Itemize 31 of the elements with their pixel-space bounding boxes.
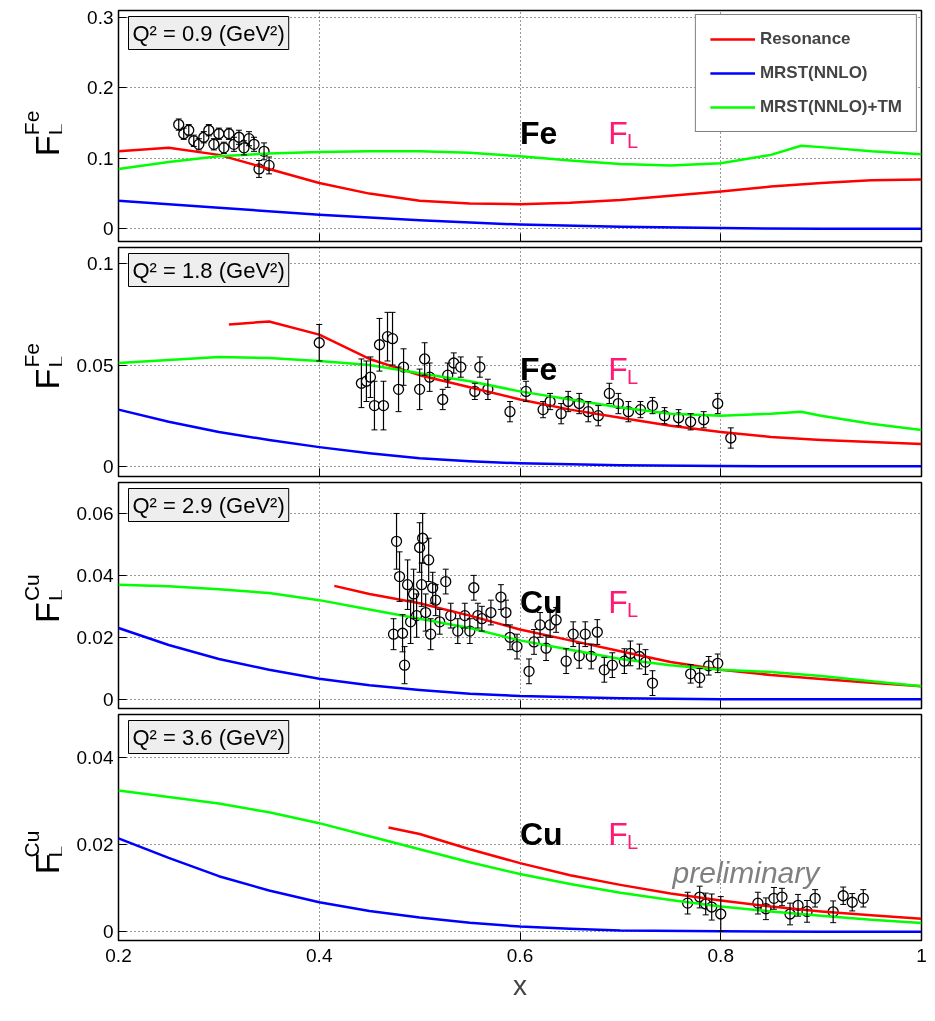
y-tick-label: 0.1	[87, 253, 114, 275]
annotation: Fe	[520, 350, 558, 387]
y-tick-label: 0.2	[87, 77, 114, 99]
y-tick-label: 0	[102, 921, 114, 943]
x-axis-title: x	[513, 969, 527, 1001]
text: Q² = 0.9 (GeV²)	[132, 20, 285, 46]
y-tick-label: 0.1	[87, 147, 114, 169]
text: Q² = 3.6 (GeV²)	[132, 724, 285, 750]
y-tick-label: 0.02	[76, 834, 114, 856]
x-tick-label: 0.4	[306, 944, 333, 966]
legend-label: MRST(NNLO)	[759, 63, 868, 83]
y-tick-label: 0.04	[76, 564, 114, 586]
y-tick-label: 0.04	[76, 747, 114, 769]
y-tick-label: 0.3	[87, 7, 114, 29]
y-tick-label: 0.02	[76, 626, 114, 648]
y-tick-label: 0.05	[76, 354, 114, 376]
y-tick-label: 0	[102, 688, 114, 710]
legend-label: MRST(NNLO)+TM	[759, 97, 902, 117]
annotation: Cu	[520, 816, 563, 853]
annotation: preliminary	[671, 856, 822, 890]
legend-label: Resonance	[759, 29, 851, 49]
text: Q² = 2.9 (GeV²)	[132, 492, 285, 518]
text: Q² = 1.8 (GeV²)	[132, 257, 285, 283]
annotation: Cu	[520, 584, 563, 621]
y-tick-label: 0.06	[76, 502, 114, 524]
y-tick-label: 0	[102, 455, 114, 477]
x-tick-label: 0.8	[707, 944, 734, 966]
annotation: Fe	[520, 114, 558, 151]
y-tick-label: 0	[102, 218, 114, 240]
x-tick-label: 1	[916, 944, 927, 966]
x-tick-label: 0.6	[506, 944, 534, 966]
